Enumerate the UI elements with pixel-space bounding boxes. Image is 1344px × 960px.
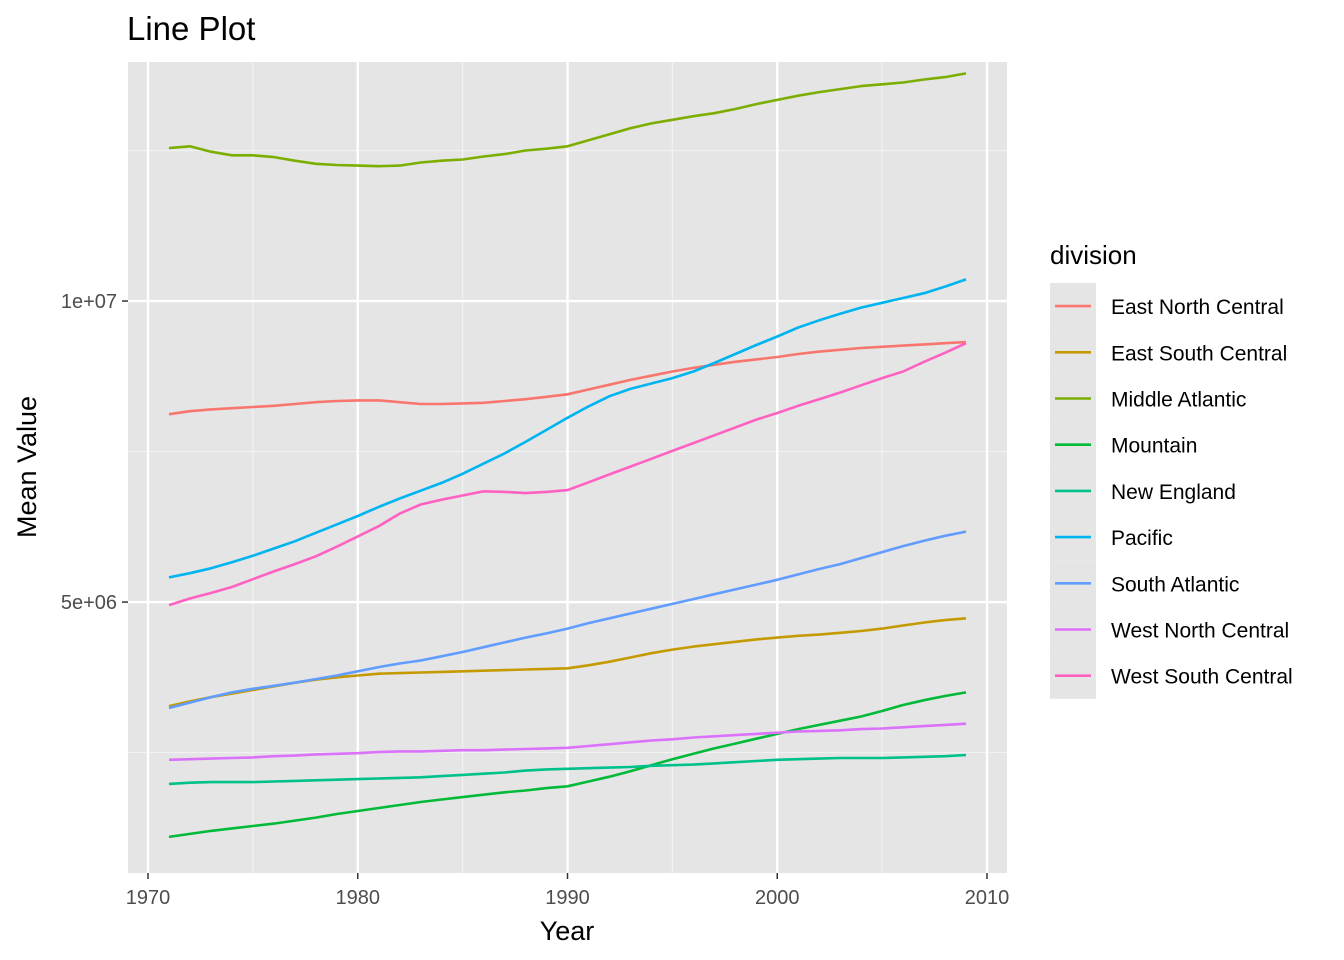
series-line-pacific	[168, 278, 967, 579]
y-axis: 5e+06 1e+07	[61, 291, 128, 614]
y-tick-label: 5e+06	[61, 592, 117, 614]
major-gridlines	[128, 62, 1007, 873]
legend-label-middle-atlantic: Middle Atlantic	[1111, 389, 1246, 412]
legend-label-east-north-central: East North Central	[1111, 296, 1284, 319]
x-axis: 1970 1980 1990 2000 2010	[126, 873, 1010, 909]
x-tick-label: 1980	[336, 887, 381, 909]
x-tick-label: 2010	[965, 887, 1010, 909]
x-tick-label: 1970	[126, 887, 171, 909]
series-line-new-england	[168, 753, 967, 786]
series-line-west-north-central	[168, 722, 967, 762]
series-line-middle-atlantic	[168, 72, 967, 168]
legend-label-mountain: Mountain	[1111, 435, 1197, 458]
series-line-east-north-central	[168, 340, 967, 416]
x-tick-label: 2000	[755, 887, 800, 909]
series-line-mountain	[168, 691, 967, 839]
x-axis-title: Year	[540, 916, 595, 946]
legend-label-pacific: Pacific	[1111, 527, 1173, 550]
series-line-south-atlantic	[168, 530, 967, 710]
legend: division East North Central East South Ce…	[1050, 240, 1293, 699]
x-tick-label: 1990	[545, 887, 590, 909]
legend-label-west-south-central: West South Central	[1111, 666, 1293, 689]
y-axis-title: Mean Value	[12, 396, 42, 538]
legend-label-west-north-central: West North Central	[1111, 620, 1289, 643]
legend-title: division	[1050, 240, 1137, 270]
legend-label-new-england: New England	[1111, 481, 1236, 504]
series-line-west-south-central	[168, 342, 967, 607]
legend-label-south-atlantic: South Atlantic	[1111, 573, 1239, 596]
y-tick-label: 1e+07	[61, 291, 117, 313]
legend-label-east-south-central: East South Central	[1111, 342, 1287, 365]
series-lines	[168, 72, 967, 839]
chart-title: Line Plot	[127, 10, 255, 47]
